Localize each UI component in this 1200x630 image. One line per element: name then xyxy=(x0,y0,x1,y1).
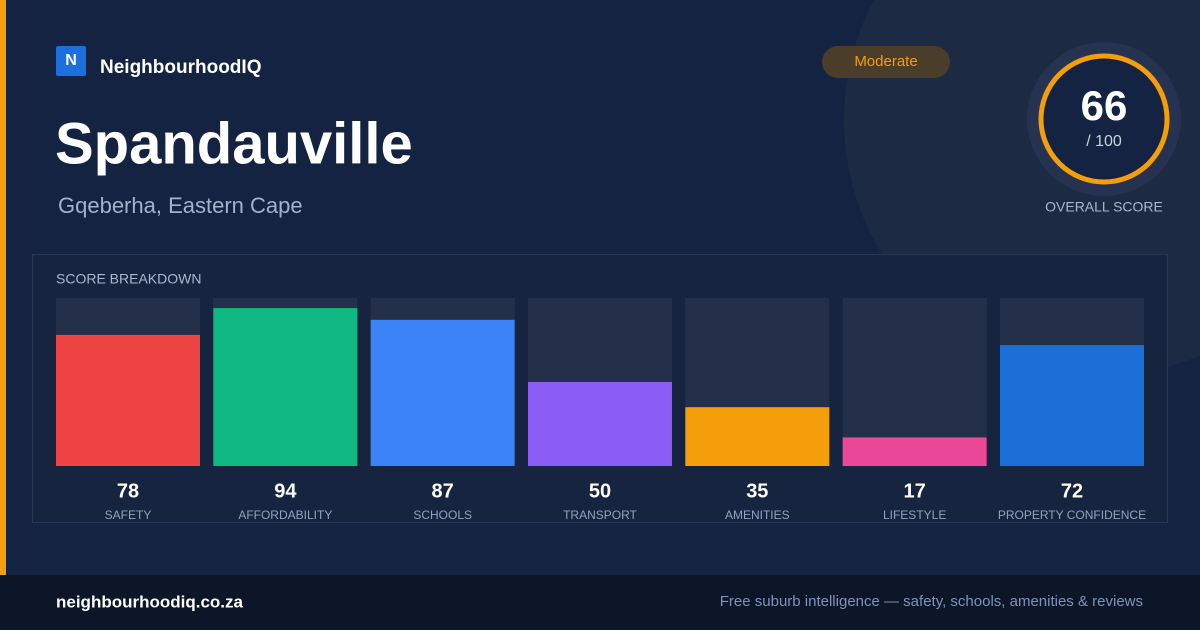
category-label: LIFESTYLE xyxy=(883,508,946,522)
score-label: OVERALL SCORE xyxy=(1045,199,1163,215)
value-label: 17 xyxy=(904,480,926,502)
badge xyxy=(822,46,950,78)
accent-stripe xyxy=(0,0,6,575)
category-label: AMENITIES xyxy=(725,508,790,522)
value-label: 50 xyxy=(589,480,611,502)
category-label: SAFETY xyxy=(105,508,152,522)
badge-text: Moderate xyxy=(854,53,917,70)
value-label: 78 xyxy=(117,480,139,502)
chart-title: SCORE BREAKDOWN xyxy=(56,271,201,287)
bar xyxy=(999,345,1144,466)
score-value: 66 xyxy=(1081,82,1128,129)
footer-site: neighbourhoodiq.co.za xyxy=(56,592,244,611)
category-label: SCHOOLS xyxy=(413,508,472,522)
category-label: TRANSPORT xyxy=(563,508,637,522)
title: Spandauville xyxy=(55,111,413,176)
subtitle: Gqeberha, Eastern Cape xyxy=(58,193,303,218)
value-label: 72 xyxy=(1061,480,1083,502)
bar xyxy=(56,334,200,466)
bar xyxy=(213,308,358,466)
logo-letter: N xyxy=(65,52,77,69)
value-label: 94 xyxy=(274,480,297,502)
logo xyxy=(56,46,86,76)
category-label: PROPERTY CONFIDENCE xyxy=(998,508,1146,522)
value-label: 87 xyxy=(432,480,454,502)
footer-tagline: Free suburb intelligence — safety, schoo… xyxy=(720,593,1143,610)
bar xyxy=(842,437,987,466)
bar xyxy=(685,407,830,466)
value-label: 35 xyxy=(746,480,768,502)
footer xyxy=(0,575,1200,630)
brand: NeighbourhoodIQ xyxy=(100,57,261,78)
bar xyxy=(370,319,515,466)
score-ring xyxy=(1038,53,1170,185)
category-label: AFFORDABILITY xyxy=(238,508,332,522)
score-max: / 100 xyxy=(1086,133,1122,150)
bar xyxy=(527,382,672,466)
